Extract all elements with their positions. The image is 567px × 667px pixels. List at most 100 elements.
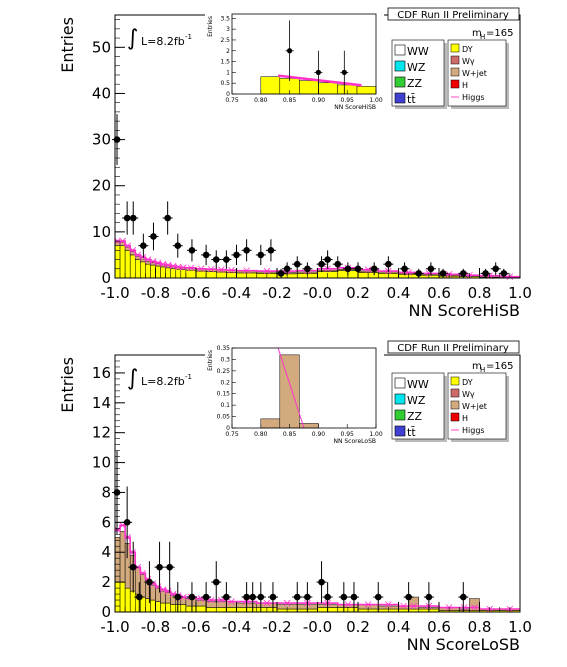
- cdf-label: CDF Run II Preliminary: [397, 343, 509, 354]
- main-dy-bar: [165, 267, 171, 279]
- main-dy-bar: [160, 602, 166, 613]
- data-point: [324, 256, 331, 263]
- legend-label: DY: [462, 378, 473, 387]
- legend-swatch: [450, 55, 460, 65]
- higgs-hatch: [129, 548, 137, 556]
- data-point: [202, 593, 210, 601]
- legend-label: H: [462, 81, 468, 90]
- x-axis-label: NN ScoreHiSB: [409, 301, 520, 320]
- data-point: [257, 251, 265, 259]
- legend-swatch: [394, 425, 406, 437]
- integral-symbol: ∫: [127, 26, 138, 51]
- higgs-hatch: [364, 266, 372, 273]
- data-point: [439, 270, 447, 277]
- x-axis-label: NN ScoreLoSB: [407, 635, 520, 654]
- data-point: [257, 593, 265, 601]
- y-axis-label: Entries: [58, 357, 77, 413]
- higgs-hatch: [139, 569, 147, 577]
- inset-x-tick-label: 0.90: [312, 97, 326, 104]
- mass-label: m: [472, 28, 482, 39]
- x-tick-label: 0.8: [468, 284, 492, 302]
- data-point: [427, 265, 435, 273]
- y-tick-label: 0: [101, 269, 111, 287]
- higgs-hatch: [180, 264, 187, 271]
- inset-y-tick-label: 0.35: [217, 345, 231, 352]
- x-tick-label: -0.6: [181, 284, 210, 302]
- x-tick-label: -0.2: [262, 618, 291, 636]
- higgs-hatch: [207, 265, 215, 273]
- inset-y-axis-label: Entries: [207, 16, 214, 37]
- inset-y-tick-label: 0.5: [220, 80, 230, 87]
- data-point: [243, 247, 250, 254]
- x-tick-label: -0.0: [303, 284, 332, 302]
- legend-swatch: [394, 44, 406, 56]
- main-dy-bar: [226, 272, 237, 279]
- main-dy-bar: [150, 599, 156, 613]
- data-point: [129, 214, 137, 222]
- higgs-hatch: [139, 253, 147, 261]
- data-point: [283, 265, 291, 273]
- main-wjet-bar: [205, 601, 217, 608]
- legend-label: WZ: [407, 394, 426, 407]
- higgs-hatch: [410, 602, 417, 610]
- mass-label-sub: H: [480, 33, 485, 41]
- inset-higgs-band: [278, 74, 362, 87]
- inset-y-tick-label: 0: [226, 91, 230, 98]
- higgs-hatch: [149, 258, 157, 265]
- legend-swatch: [450, 412, 460, 422]
- main-dy-bar: [180, 604, 187, 613]
- main-dy-bar: [195, 270, 207, 279]
- inset-dy-bar: [299, 80, 319, 95]
- inset-x-axis-label: NN ScoreLoSB: [333, 438, 376, 445]
- y-axis-label: Entries: [58, 17, 77, 73]
- y-tick-label: 8: [101, 483, 111, 501]
- main-dy-bar: [140, 261, 146, 279]
- higgs-hatch: [218, 266, 225, 273]
- data-point: [233, 251, 240, 259]
- main-wjet-bar: [459, 608, 470, 611]
- higgs-hatch: [114, 526, 121, 534]
- legend-swatch: [450, 400, 460, 410]
- data-point: [188, 247, 196, 254]
- data-point: [385, 260, 392, 268]
- data-point: [425, 593, 433, 601]
- panel-nn-score-losb: 0 2 4 6 8 10 12 14 16 -1.0 -0.8 -0.6 -0.4 -0.2 -0.0 0.2…: [58, 340, 532, 654]
- x-tick-label: 1.0: [508, 284, 532, 302]
- inset-x-tick-label: 0.95: [341, 97, 355, 104]
- legend-swatch: [450, 67, 460, 77]
- higgs-hatch: [159, 586, 167, 593]
- data-point: [156, 563, 163, 571]
- data-point: [492, 265, 500, 273]
- legend-label: H: [462, 414, 468, 423]
- x-tick-label: -0.8: [141, 618, 170, 636]
- inset-dy-bar: [356, 86, 377, 95]
- data-point: [277, 270, 285, 277]
- legend-swatch: [394, 92, 406, 104]
- main-dy-bar: [160, 266, 166, 279]
- x-tick-label: -1.0: [100, 618, 129, 636]
- higgs-hatch: [197, 265, 205, 273]
- y-tick-label: 50: [92, 38, 111, 56]
- higgs-hatch: [180, 593, 187, 601]
- inset-wjet-bar: [260, 418, 281, 429]
- y-tick-label: 6: [101, 513, 111, 531]
- inset-data-point: [315, 69, 321, 75]
- main-dy-bar: [165, 602, 171, 613]
- luminosity-label: L=8.2fb: [141, 35, 185, 48]
- main-dy-bar: [205, 607, 217, 613]
- data-point: [304, 265, 311, 273]
- data-point: [460, 270, 467, 277]
- higgs-hatch: [263, 267, 271, 275]
- inset-bg: [205, 12, 384, 112]
- higgs-hatch: [174, 263, 182, 271]
- data-point: [123, 519, 131, 526]
- higgs-hatch: [154, 259, 162, 267]
- main-dy-bar: [170, 268, 176, 279]
- data-point: [249, 593, 256, 601]
- y-tick-label: 30: [92, 131, 111, 149]
- y-tick-label: 4: [101, 543, 111, 561]
- integral-symbol: ∫: [127, 366, 138, 391]
- higgs-hatch: [124, 534, 131, 541]
- data-point: [150, 233, 157, 240]
- main-wjet-bar: [160, 590, 166, 604]
